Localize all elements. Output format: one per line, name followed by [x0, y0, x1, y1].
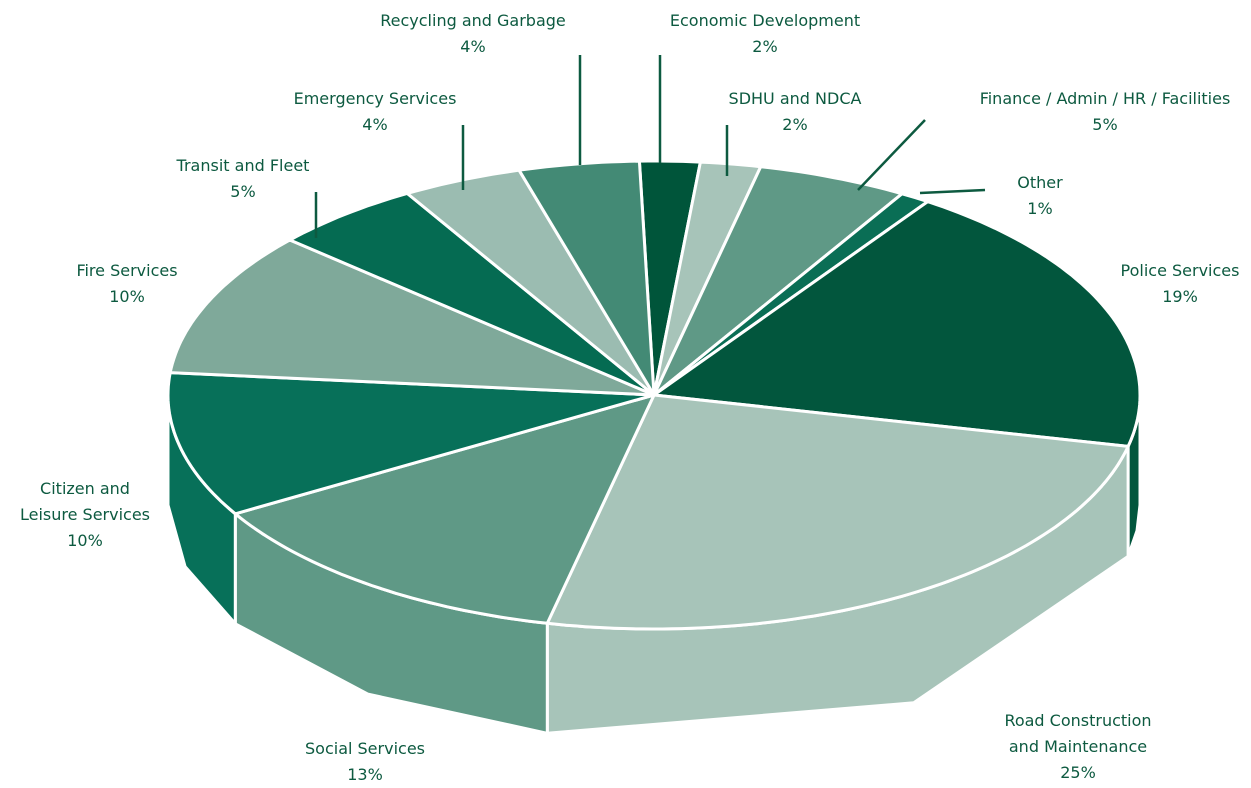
slice-top	[652, 200, 1142, 448]
pie-slice	[517, 159, 656, 397]
category-name: Road Construction and Maintenance	[1004, 711, 1152, 756]
slice-top	[545, 393, 1130, 631]
value-label: 4%	[362, 115, 388, 134]
value-label: 25%	[1060, 763, 1096, 782]
slice-label: Emergency Services 4%	[294, 86, 457, 138]
slice-label: Fire Services 10%	[76, 258, 177, 310]
category-name: Social Services	[305, 739, 425, 758]
slice-top	[637, 159, 702, 397]
leader-line	[857, 119, 926, 191]
pie-slice	[652, 200, 1142, 558]
category-name: Recycling and Garbage	[380, 11, 566, 30]
slice-label: Finance / Admin / HR / Facilities 5%	[980, 86, 1231, 138]
slice-label: Road Construction and Maintenance 25%	[993, 708, 1163, 786]
slice-top	[517, 159, 656, 397]
pie-slice	[652, 165, 904, 397]
slice-label: Citizen and Leisure Services 10%	[15, 476, 155, 554]
category-name: Other	[1017, 173, 1063, 192]
slice-top	[405, 168, 656, 397]
value-label: 10%	[67, 531, 103, 550]
slice-label: Transit and Fleet 5%	[177, 153, 310, 205]
slice-label: Other 1%	[1017, 170, 1062, 222]
category-name: Economic Development	[669, 11, 861, 30]
category-name: Finance / Admin / HR / Facilities	[979, 89, 1231, 108]
slice-top	[166, 371, 656, 516]
category-name: Police Services	[1120, 261, 1240, 280]
value-label: 13%	[347, 765, 383, 784]
value-label: 19%	[1162, 287, 1198, 306]
category-name: Fire Services	[76, 261, 178, 280]
slice-label: Recycling and Garbage 4%	[380, 8, 566, 60]
value-label: 4%	[460, 37, 486, 56]
slice-label: SDHU and NDCA 2%	[729, 86, 862, 138]
value-label: 2%	[782, 115, 808, 134]
category-name: SDHU and NDCA	[728, 89, 862, 108]
pie-slice	[288, 191, 656, 397]
slice-top	[168, 238, 656, 397]
value-label: 5%	[1092, 115, 1118, 134]
pie-slice	[405, 168, 656, 397]
pie-slice	[168, 238, 656, 397]
value-label: 5%	[230, 182, 256, 201]
value-label: 1%	[1027, 199, 1053, 218]
value-label: 10%	[109, 287, 145, 306]
slice-label: Economic Development 2%	[670, 8, 860, 60]
slice-label: Police Services 19%	[1121, 258, 1240, 310]
pie-slice	[545, 393, 1130, 735]
slice-label: Social Services 13%	[305, 736, 425, 788]
category-name: Transit and Fleet	[176, 156, 310, 175]
category-name: Emergency Services	[293, 89, 457, 108]
pie-slice	[166, 371, 656, 626]
leader-line	[919, 188, 986, 195]
category-name: Citizen and Leisure Services	[19, 479, 151, 524]
slice-top	[288, 191, 656, 397]
value-label: 2%	[752, 37, 778, 56]
pie-slice	[233, 393, 656, 735]
slice-top	[233, 393, 656, 625]
pie-slice	[637, 159, 702, 397]
slice-top	[652, 165, 904, 397]
